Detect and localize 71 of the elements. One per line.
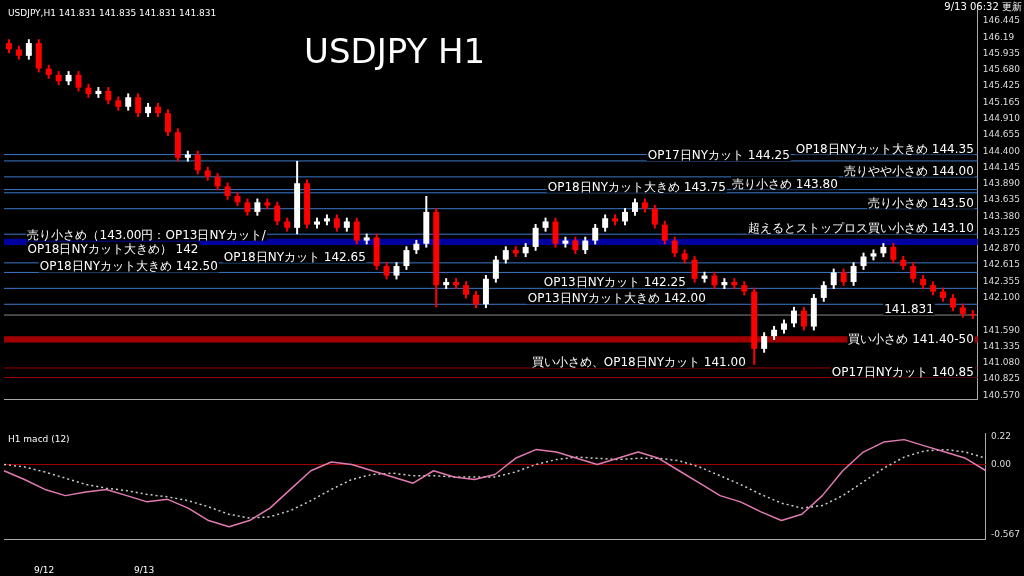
candlestick xyxy=(552,216,559,249)
ref-line-label: OP18日NYカット大きめ 143.75 xyxy=(547,179,726,194)
candlestick xyxy=(800,305,807,332)
ref-line-label: 141.831 xyxy=(884,302,934,317)
candlestick xyxy=(830,267,837,290)
y-tick-label: 142.100 xyxy=(982,292,1021,303)
candlestick xyxy=(274,200,281,227)
text: USDJPY H1 xyxy=(304,31,486,72)
candlestick xyxy=(890,242,897,265)
candlestick xyxy=(403,245,410,271)
y-tick-label: 142.615 xyxy=(982,259,1020,270)
ref-line-label: OP17日NYカット 140.85 xyxy=(831,364,974,379)
y-tick-label: 145.425 xyxy=(982,80,1020,91)
candlestick xyxy=(790,305,797,329)
text: 9/12 xyxy=(34,564,55,575)
y-tick-label: 143.890 xyxy=(982,178,1021,189)
y-tick-label: 141.590 xyxy=(982,324,1021,335)
chart-title: H1 macd (12) xyxy=(8,434,70,445)
y-tick-label: 142.870 xyxy=(982,243,1021,254)
ref-line-label: OP18日NYカット大きめ 142.50 xyxy=(39,259,218,274)
y-tick-label: 145.935 xyxy=(982,47,1020,58)
ref-line-label: 売り小さめ 143.80 xyxy=(731,176,838,191)
candlestick xyxy=(761,331,768,354)
chart-subtitle: USDJPY,H1 141.831 141.835 141.831 141.831 xyxy=(8,8,217,19)
text: 9/13 xyxy=(134,564,155,575)
y-tick-label: 0.00 xyxy=(990,458,1012,469)
ref-line-label: 売りやや小さめ 144.00 xyxy=(843,163,974,178)
y-tick-label: 143.125 xyxy=(982,226,1020,237)
candlestick xyxy=(691,254,698,284)
annotation: 9/13 06:32 更新 xyxy=(944,0,1022,12)
candlestick xyxy=(353,216,360,246)
candlestick xyxy=(671,235,678,259)
candlestick xyxy=(164,108,171,138)
ref-line-label: OP13日NYカット 142.25 xyxy=(543,275,686,290)
y-tick-label: 140.570 xyxy=(982,389,1021,400)
y-tick-label: 144.910 xyxy=(982,113,1021,124)
y-tick-label: 145.680 xyxy=(982,64,1021,75)
y-tick-label: 142.355 xyxy=(982,276,1020,286)
candlestick xyxy=(194,149,201,176)
y-tick-label: 144.655 xyxy=(982,129,1020,140)
y-tick-label: 146.19 xyxy=(982,31,1015,42)
candlestick xyxy=(75,70,82,93)
candlestick xyxy=(651,203,658,230)
candlestick xyxy=(661,219,668,246)
y-tick-label: -0.567 xyxy=(990,529,1020,540)
candlestick xyxy=(492,254,499,284)
candlestick xyxy=(592,223,599,246)
ref-line-label: OP18日NYカット大きめ 144.35 xyxy=(795,141,974,156)
band-label: 買い小さめ 141.40-50 xyxy=(848,332,974,347)
ref-line-label: OP13日NYカット大きめ 142.00 xyxy=(527,291,706,306)
ref-line-label: OP17日NYカット 144.25 xyxy=(647,147,790,162)
candlestick xyxy=(532,223,539,252)
ref-line-label: 買い小さめ、OP18日NYカット 141.00 xyxy=(531,354,746,369)
y-tick-label: 146.445 xyxy=(982,15,1020,26)
line-series xyxy=(3,448,987,519)
candlestick xyxy=(850,261,857,287)
y-tick-label: 144.145 xyxy=(982,161,1020,172)
candlestick xyxy=(135,92,142,118)
y-tick-label: 0.22 xyxy=(990,431,1012,442)
y-tick-label: 141.335 xyxy=(982,340,1020,351)
y-tick-label: 143.380 xyxy=(982,210,1021,221)
candlestick xyxy=(910,261,917,284)
ref-line-label: 売り小さめ 143.50 xyxy=(867,195,974,210)
y-tick-label: 145.165 xyxy=(982,96,1020,107)
y-tick-label: 141.080 xyxy=(982,357,1021,368)
y-tick-label: 144.400 xyxy=(982,145,1021,156)
y-tick-label: 140.825 xyxy=(982,373,1020,384)
candlestick xyxy=(25,38,32,61)
y-tick-label: 143.635 xyxy=(982,194,1020,205)
ref-line-label: 超えるとストップロス買い小さめ 143.10 xyxy=(747,221,974,236)
candlestick xyxy=(820,280,827,303)
